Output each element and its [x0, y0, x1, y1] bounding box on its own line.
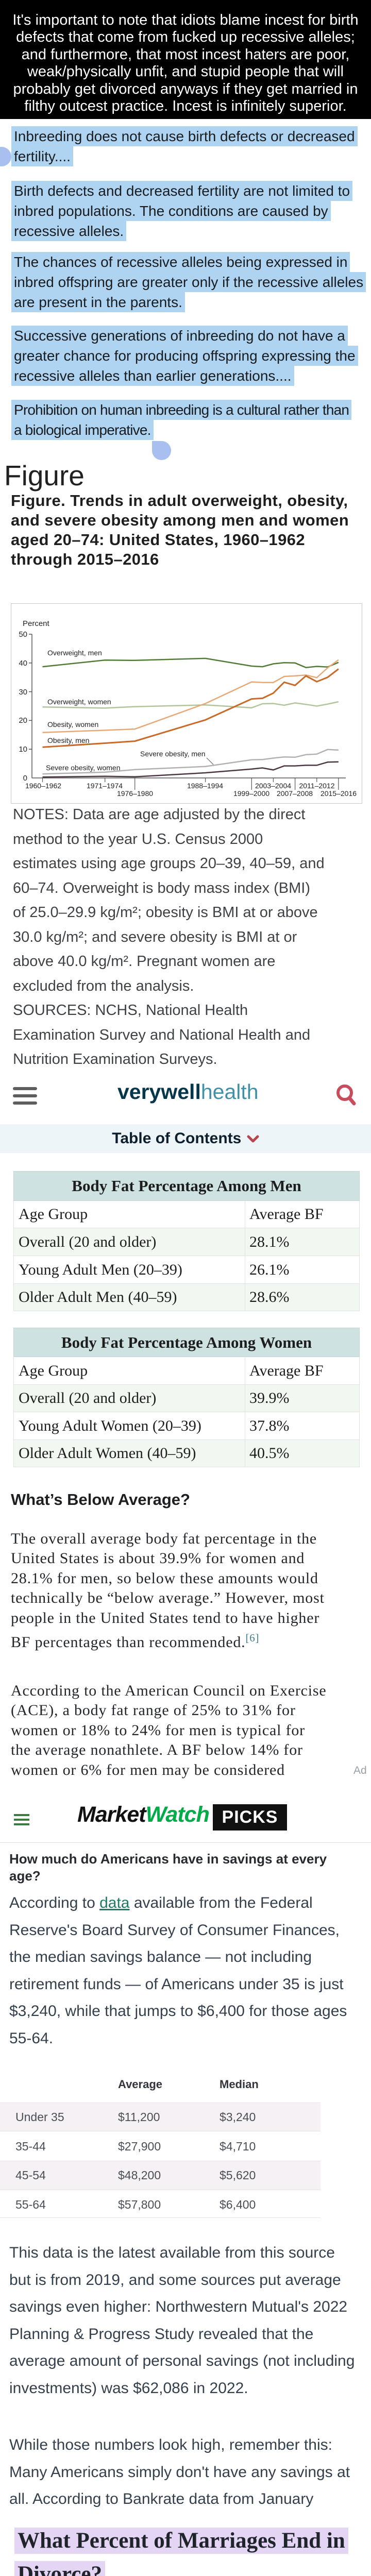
svg-text:0: 0 [23, 774, 27, 783]
svg-text:Severe obesity, women: Severe obesity, women [46, 764, 120, 772]
svg-text:Percent: Percent [23, 619, 50, 628]
svg-text:Overweight, men: Overweight, men [47, 649, 102, 657]
svg-text:1976–1980: 1976–1980 [117, 789, 153, 798]
svg-text:Obesity, men: Obesity, men [47, 736, 89, 744]
svg-text:Overweight, women: Overweight, women [47, 698, 111, 706]
svg-text:1988–1994: 1988–1994 [187, 782, 223, 790]
svg-text:1960–1962: 1960–1962 [25, 782, 61, 790]
svg-text:20: 20 [19, 716, 27, 725]
svg-text:2007–2008: 2007–2008 [277, 789, 313, 798]
svg-text:10: 10 [19, 745, 27, 754]
svg-text:1971–1974: 1971–1974 [87, 782, 123, 790]
svg-text:2003–2004: 2003–2004 [255, 782, 291, 790]
svg-text:50: 50 [19, 630, 27, 639]
svg-text:2011–2012: 2011–2012 [299, 782, 334, 790]
svg-text:40: 40 [19, 659, 27, 668]
svg-text:Obesity, women: Obesity, women [47, 720, 98, 728]
svg-text:Severe obesity, men: Severe obesity, men [140, 750, 206, 758]
svg-text:30: 30 [19, 688, 27, 697]
svg-text:2015–2016: 2015–2016 [321, 789, 357, 798]
svg-text:1999–2000: 1999–2000 [233, 789, 269, 798]
